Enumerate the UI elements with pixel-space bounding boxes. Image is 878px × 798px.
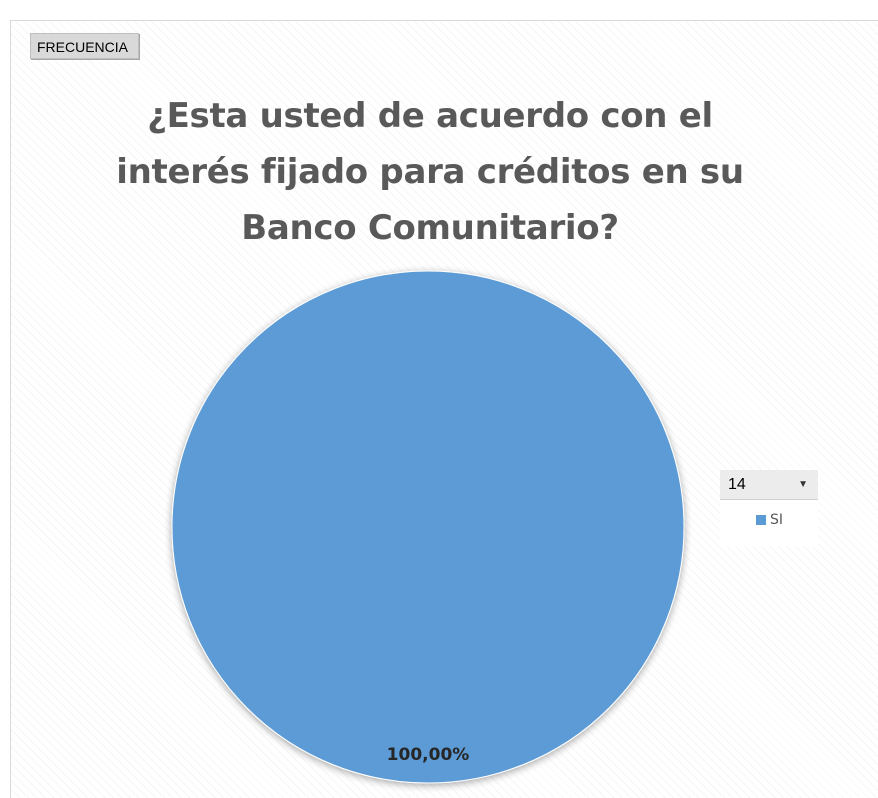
legend-filter-dropdown[interactable]: 14 ▼ [720, 470, 818, 500]
slice-data-label-si: 100,00% [386, 745, 470, 765]
pie-slice-si[interactable] [171, 270, 685, 784]
legend-filter-value: 14 [728, 475, 746, 493]
frecuencia-field-button[interactable]: FRECUENCIA [30, 33, 140, 59]
chevron-down-icon[interactable]: ▼ [798, 479, 808, 490]
chart-title: ¿Esta usted de acuerdo con el interés fi… [116, 96, 744, 248]
legend: 14 ▼ SI [720, 470, 818, 546]
legend-swatch [756, 515, 766, 525]
legend-entry-si[interactable]: SI [720, 500, 818, 528]
legend-label: SI [770, 512, 784, 528]
